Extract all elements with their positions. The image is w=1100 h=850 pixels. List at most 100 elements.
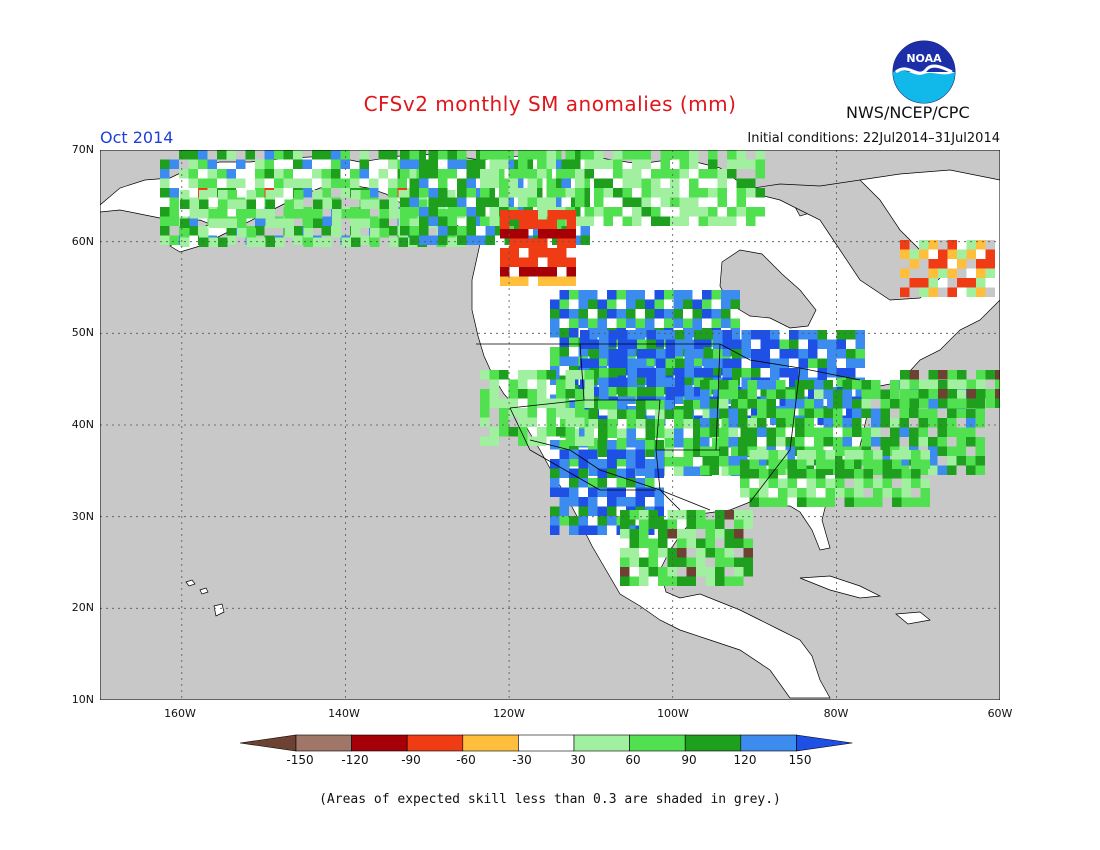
anomaly-cell xyxy=(556,398,566,408)
anomaly-cell xyxy=(466,169,476,179)
anomaly-cell xyxy=(816,469,826,479)
anomaly-cell xyxy=(499,188,509,198)
anomaly-cell xyxy=(398,190,408,200)
anomaly-cell xyxy=(957,398,967,408)
anomaly-cell xyxy=(757,380,767,390)
anomaly-cell xyxy=(542,169,552,179)
anomaly-cell xyxy=(776,380,786,390)
anomaly-cell xyxy=(528,210,538,220)
anomaly-cell xyxy=(499,178,509,188)
anomaly-cell xyxy=(655,419,665,429)
anomaly-cell xyxy=(656,349,666,359)
anomaly-cell xyxy=(575,389,585,399)
anomaly-cell xyxy=(608,358,618,368)
anomaly-cell xyxy=(226,235,236,245)
anomaly-cell xyxy=(746,178,756,188)
anomaly-cell xyxy=(559,487,569,497)
anomaly-cell xyxy=(237,228,247,238)
anomaly-cell xyxy=(620,510,630,520)
anomaly-cell xyxy=(747,399,757,409)
anomaly-cell xyxy=(556,427,566,437)
anomaly-cell xyxy=(985,268,995,278)
anomaly-cell xyxy=(226,150,236,160)
anomaly-cell xyxy=(218,190,228,200)
anomaly-cell xyxy=(937,418,947,428)
anomaly-cell xyxy=(626,438,636,448)
anomaly-cell xyxy=(928,240,938,250)
anomaly-cell xyxy=(559,290,569,300)
anomaly-cell xyxy=(607,337,617,347)
anomaly-cell xyxy=(702,290,712,300)
anomaly-cell xyxy=(236,159,246,169)
anomaly-cell xyxy=(607,516,617,526)
anomaly-cell xyxy=(500,210,510,220)
anomaly-cell xyxy=(169,188,179,198)
anomaly-cell xyxy=(721,466,731,476)
anomaly-cell xyxy=(966,278,976,288)
anomaly-cell xyxy=(388,178,398,188)
anomaly-cell xyxy=(616,487,626,497)
anomaly-cell xyxy=(607,459,617,469)
anomaly-cell xyxy=(198,159,208,169)
anomaly-cell xyxy=(658,519,668,529)
anomaly-cell xyxy=(995,379,1000,389)
anomaly-cell xyxy=(740,469,750,479)
anomaly-cell xyxy=(789,368,799,378)
hawaii-islands xyxy=(185,579,225,617)
anomaly-cell xyxy=(578,459,588,469)
anomaly-cell xyxy=(607,440,617,450)
anomaly-cell xyxy=(679,197,689,207)
anomaly-cell xyxy=(696,567,706,577)
anomaly-cell xyxy=(500,248,510,258)
anomaly-cell xyxy=(715,548,725,558)
anomaly-cell xyxy=(569,309,579,319)
anomaly-cell xyxy=(635,449,645,459)
anomaly-cell xyxy=(909,268,919,278)
anomaly-cell xyxy=(646,368,656,378)
anomaly-cell xyxy=(861,389,871,399)
anomaly-cell xyxy=(909,398,919,408)
anomaly-cell xyxy=(709,418,719,428)
anomaly-cell xyxy=(673,318,683,328)
anomaly-cell xyxy=(651,178,661,188)
anomaly-cell xyxy=(846,406,856,416)
anomaly-cell xyxy=(537,436,547,446)
anomaly-cell xyxy=(909,408,919,418)
anomaly-cell xyxy=(770,330,780,340)
anomaly-cell xyxy=(523,159,533,169)
anomaly-cell xyxy=(246,228,256,238)
political-boundaries xyxy=(476,343,861,511)
anomaly-cell xyxy=(919,389,929,399)
anomaly-cell xyxy=(928,399,938,409)
anomaly-cell xyxy=(597,309,607,319)
anomaly-cell xyxy=(340,178,350,188)
anomaly-cell xyxy=(654,290,664,300)
anomaly-cell xyxy=(419,188,429,198)
anomaly-cell xyxy=(466,216,476,226)
anomaly-cell xyxy=(428,169,438,179)
anomaly-cell xyxy=(293,226,303,236)
anomaly-cell xyxy=(629,548,639,558)
anomaly-cell xyxy=(351,237,361,247)
anomaly-cell xyxy=(759,488,769,498)
anomaly-cell xyxy=(622,216,632,226)
anomaly-cell xyxy=(438,150,448,160)
anomaly-cell xyxy=(359,235,369,245)
anomaly-cell xyxy=(738,399,748,409)
colorbar-arrow-left xyxy=(239,734,297,752)
anomaly-cell xyxy=(169,197,179,207)
cb-label-4: -30 xyxy=(512,753,532,767)
anomaly-cell xyxy=(909,259,919,269)
anomaly-cell xyxy=(683,318,693,328)
anomaly-cell xyxy=(636,419,646,429)
anomaly-cell xyxy=(825,459,835,469)
anomaly-cell xyxy=(256,237,266,247)
anomaly-cell xyxy=(654,385,664,395)
anomaly-cell xyxy=(566,229,576,239)
anomaly-cell xyxy=(208,209,218,219)
anomaly-cell xyxy=(654,468,664,478)
anomaly-cell xyxy=(736,159,746,169)
anomaly-cell xyxy=(673,347,683,357)
anomaly-cell xyxy=(900,278,910,288)
anomaly-cell xyxy=(359,159,369,169)
